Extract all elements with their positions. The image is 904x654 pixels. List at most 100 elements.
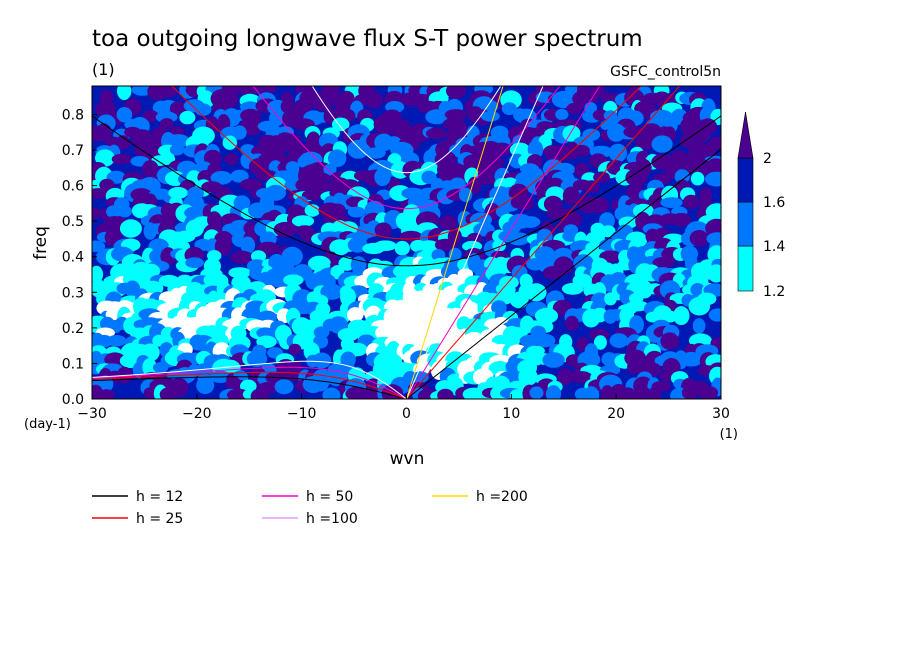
y-tick-label: 0.7 bbox=[62, 143, 84, 159]
x-tick-label: 20 bbox=[607, 406, 625, 422]
field-cell bbox=[291, 215, 315, 227]
model-name: GSFC_control5n bbox=[610, 64, 721, 80]
field-cell bbox=[690, 127, 711, 143]
field-cell bbox=[214, 237, 232, 256]
field-cell bbox=[590, 226, 606, 246]
rossby-curve bbox=[92, 371, 407, 399]
field-cell bbox=[565, 354, 582, 367]
field-cell bbox=[587, 197, 610, 214]
field-cell bbox=[347, 206, 366, 218]
field-cell bbox=[425, 109, 448, 125]
x-tick-label: 0 bbox=[402, 406, 411, 422]
field-cell bbox=[283, 274, 304, 286]
legend-label: h = 12 bbox=[136, 489, 183, 505]
legend-label: h =100 bbox=[306, 511, 358, 527]
field-cell bbox=[490, 142, 513, 157]
x-tick-label: −30 bbox=[77, 406, 107, 422]
y-tick-label: 0.2 bbox=[62, 321, 84, 337]
field-cell bbox=[458, 187, 473, 202]
field-cell bbox=[104, 352, 126, 367]
colorbar-band bbox=[737, 201, 754, 247]
rossby-curve bbox=[92, 360, 407, 399]
field-cell bbox=[530, 168, 544, 184]
field-cell bbox=[194, 103, 212, 116]
legend-label: h = 50 bbox=[306, 489, 353, 505]
field-cell bbox=[573, 144, 590, 157]
field-cell bbox=[583, 386, 600, 399]
field-cell bbox=[301, 189, 324, 201]
field-cell bbox=[692, 318, 706, 334]
field-cell bbox=[434, 238, 457, 252]
kelvin-line bbox=[406, 148, 721, 399]
y-unit-label: (day-1) bbox=[24, 417, 71, 432]
field-cell bbox=[688, 333, 712, 348]
field-cell bbox=[115, 135, 131, 150]
field-cell bbox=[159, 118, 174, 130]
field-cell bbox=[566, 102, 583, 115]
field-cell bbox=[660, 197, 683, 209]
field-cell bbox=[274, 379, 294, 395]
x-tick-label: 30 bbox=[712, 406, 730, 422]
field-cell bbox=[708, 308, 721, 322]
field-cell bbox=[518, 196, 535, 210]
colorbar-band bbox=[737, 157, 754, 203]
field-cell bbox=[697, 385, 719, 399]
field-cell bbox=[647, 363, 662, 376]
field-cell bbox=[704, 171, 721, 187]
field-cell bbox=[152, 362, 169, 374]
field-cell bbox=[542, 266, 565, 280]
field-cell bbox=[312, 352, 332, 369]
field-cell bbox=[256, 335, 277, 349]
field-cell bbox=[273, 221, 297, 237]
field-cell bbox=[373, 114, 397, 134]
kelvin-line bbox=[406, 86, 601, 399]
colorbar-label: 1.4 bbox=[763, 239, 785, 255]
field-cell bbox=[683, 194, 700, 210]
field-cell bbox=[374, 167, 391, 187]
field-cell bbox=[337, 328, 359, 342]
field-cell bbox=[309, 172, 331, 184]
field-cell bbox=[210, 171, 233, 185]
field-cell bbox=[565, 315, 579, 331]
field-cell bbox=[421, 170, 437, 184]
field-cell bbox=[573, 254, 594, 272]
x-unit-label: (1) bbox=[720, 427, 738, 442]
field-cell bbox=[338, 256, 356, 271]
field-cell bbox=[674, 169, 690, 185]
y-tick-label: 0.1 bbox=[62, 356, 84, 372]
field-cell bbox=[509, 142, 531, 157]
field-cell bbox=[635, 136, 655, 151]
field-cell bbox=[562, 186, 580, 205]
field-cell bbox=[250, 250, 267, 263]
field-cell bbox=[569, 371, 593, 384]
y-axis: 0.0 0.1 0.2 0.3 0.4 0.5 0.6 0.7 0.8 bbox=[62, 107, 97, 408]
y-tick-label: 0.6 bbox=[62, 179, 84, 195]
field-cell bbox=[308, 255, 331, 272]
field-cell bbox=[688, 158, 711, 177]
field-cell bbox=[680, 351, 703, 367]
field-cell bbox=[609, 333, 629, 348]
field-cell bbox=[399, 230, 423, 243]
field-cell bbox=[625, 300, 649, 312]
field-cell bbox=[437, 388, 454, 399]
field-cell bbox=[203, 149, 222, 167]
field-cell bbox=[579, 89, 599, 106]
field-cell bbox=[480, 111, 500, 122]
dispersion-curves bbox=[92, 86, 721, 399]
field-cell bbox=[250, 388, 270, 399]
field-cell bbox=[230, 250, 254, 264]
field-cell bbox=[111, 153, 133, 165]
field-cell bbox=[688, 296, 711, 316]
colorbar-label: 1.6 bbox=[763, 195, 785, 211]
field-cell bbox=[246, 350, 268, 367]
colorbar-arrow bbox=[737, 111, 754, 159]
field-cell bbox=[707, 264, 721, 283]
field-cell bbox=[96, 123, 112, 141]
field-cell bbox=[117, 205, 132, 218]
field-cell bbox=[557, 368, 574, 386]
field-cell bbox=[328, 149, 347, 168]
field-cell bbox=[518, 367, 538, 386]
field-cell bbox=[374, 222, 392, 238]
field-cell bbox=[500, 333, 521, 348]
